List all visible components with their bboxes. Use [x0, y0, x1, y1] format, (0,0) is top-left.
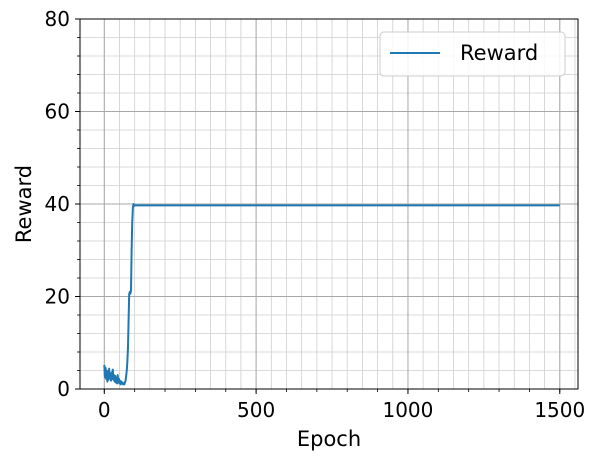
legend-label-reward: Reward — [460, 41, 538, 65]
ticks-layer: 0 20 40 60 80 0 500 1000 1500 — [45, 7, 586, 422]
y-axis-label: Reward — [12, 165, 36, 243]
legend-box — [379, 31, 566, 77]
x-tick-label: 1000 — [382, 398, 433, 422]
legend: Reward — [379, 31, 566, 77]
series-layer — [103, 203, 560, 386]
x-tick-label: 500 — [237, 398, 275, 422]
y-tick-label: 60 — [45, 100, 70, 124]
y-tick-label: 20 — [45, 285, 70, 309]
y-tick-label: 40 — [45, 192, 70, 216]
y-tick-label: 0 — [57, 377, 70, 401]
series-line-reward — [103, 203, 560, 386]
x-tick-label: 0 — [98, 398, 111, 422]
y-tick-label: 80 — [45, 7, 70, 31]
x-axis-label: Epoch — [297, 427, 361, 451]
x-tick-label: 1500 — [534, 398, 585, 422]
